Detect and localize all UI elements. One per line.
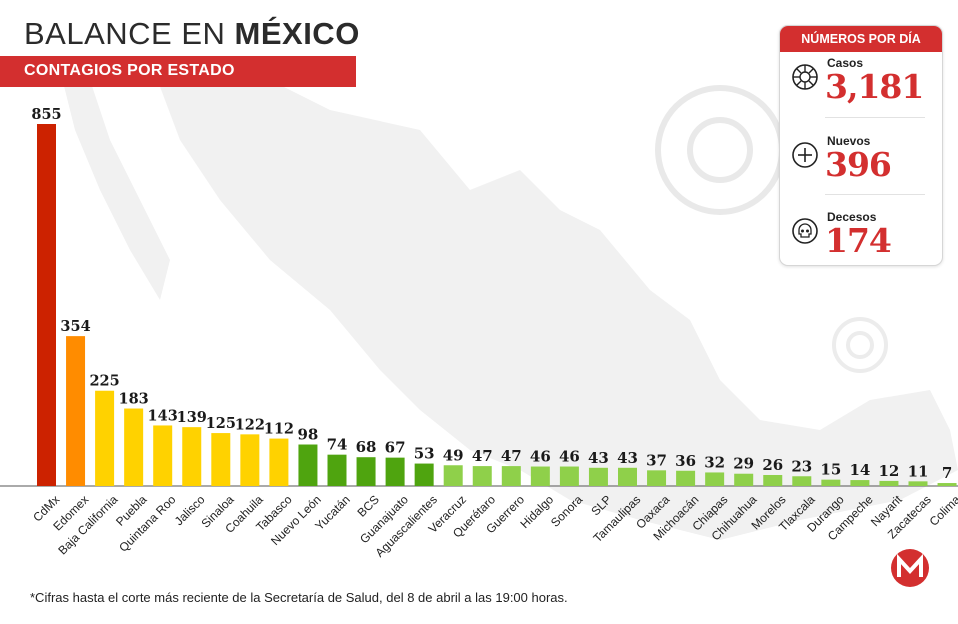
bar-4 — [124, 408, 144, 486]
bar-20 — [588, 467, 608, 486]
bar-28 — [821, 479, 841, 486]
stat-decesos: Decesos 174 — [780, 210, 942, 270]
bar-16 — [472, 466, 492, 486]
bar-26 — [763, 474, 783, 486]
bar-29 — [850, 480, 870, 486]
value-label: 122 — [235, 416, 265, 433]
value-label: 125 — [206, 415, 236, 432]
value-label: 53 — [414, 445, 435, 463]
value-label: 143 — [148, 407, 178, 424]
page-title: BALANCE EN MÉXICO — [24, 16, 360, 51]
bar-17 — [501, 466, 521, 486]
plus-icon — [792, 142, 818, 168]
bar-14 — [414, 463, 434, 486]
value-label: 29 — [733, 455, 754, 473]
value-label: 46 — [559, 448, 580, 466]
bar-3 — [95, 390, 115, 486]
stat-nuevos: Nuevos 396 — [780, 134, 942, 194]
value-label: 7 — [942, 464, 952, 482]
value-label: 14 — [849, 461, 870, 479]
nuevos-value: 396 — [825, 145, 892, 184]
bar-27 — [792, 476, 812, 486]
value-label: 855 — [31, 106, 61, 123]
decesos-value: 174 — [825, 221, 892, 260]
value-label: 43 — [588, 449, 609, 467]
value-label: 68 — [356, 438, 377, 456]
nuevos-label: Nuevos — [827, 134, 871, 148]
value-label: 43 — [617, 449, 638, 467]
value-label: 47 — [472, 447, 493, 465]
footnote: *Cifras hasta el corte más reciente de l… — [30, 590, 568, 605]
bar-18 — [530, 466, 550, 486]
value-label: 98 — [298, 426, 319, 444]
value-label: 26 — [762, 456, 783, 474]
daily-numbers-panel: NÚMEROS POR DÍA Casos 3,181 Nuevos 396 — [779, 25, 943, 266]
value-label: 46 — [530, 448, 551, 466]
virus-icon — [792, 64, 818, 90]
bar-12 — [356, 457, 376, 486]
subtitle-banner: CONTAGIOS POR ESTADO — [0, 56, 356, 87]
value-label: 49 — [443, 446, 464, 464]
bar-9 — [269, 438, 289, 486]
value-label: 225 — [89, 373, 119, 390]
bar-15 — [443, 465, 463, 486]
category-label: Hidalgo — [518, 492, 557, 531]
category-label: Sonora — [548, 492, 585, 529]
value-label: 354 — [60, 318, 90, 335]
value-label: 37 — [646, 451, 667, 469]
value-label: 32 — [704, 453, 725, 471]
value-label: 74 — [327, 436, 348, 454]
bar-2 — [66, 336, 86, 486]
bar-30 — [879, 480, 899, 486]
value-label: 23 — [791, 457, 812, 475]
bar-22 — [647, 470, 667, 486]
bar-6 — [182, 427, 202, 486]
value-label: 15 — [820, 461, 841, 479]
bar-31 — [908, 481, 928, 486]
value-label: 36 — [675, 452, 696, 470]
decesos-label: Decesos — [827, 210, 877, 224]
divider — [825, 117, 925, 118]
value-label: 47 — [501, 447, 522, 465]
bar-8 — [240, 434, 260, 486]
value-label: 67 — [385, 439, 406, 457]
bar-1 — [37, 124, 56, 486]
bar-23 — [676, 470, 696, 486]
casos-value: 3,181 — [825, 67, 924, 106]
casos-label: Casos — [827, 56, 864, 70]
skull-icon — [792, 218, 818, 244]
value-label: 112 — [264, 421, 294, 438]
bar-24 — [705, 472, 725, 486]
value-label: 139 — [177, 409, 207, 426]
bar-13 — [385, 457, 405, 486]
value-label: 183 — [119, 391, 149, 408]
chart-subtitle: CONTAGIOS POR ESTADO — [24, 62, 235, 79]
bar-21 — [618, 467, 637, 486]
value-label: 11 — [908, 462, 929, 480]
bar-32 — [937, 483, 957, 486]
value-label: 12 — [879, 462, 900, 480]
bar-10 — [298, 444, 318, 486]
bar-11 — [327, 454, 347, 486]
bar-19 — [559, 466, 579, 486]
bar-7 — [211, 433, 231, 486]
divider — [825, 194, 925, 195]
milenio-logo — [891, 549, 929, 587]
panel-title: NÚMEROS POR DÍA — [780, 26, 942, 52]
bar-25 — [734, 473, 754, 486]
category-label: Colima — [927, 492, 958, 529]
stat-casos: Casos 3,181 — [780, 56, 942, 116]
bar-5 — [153, 425, 173, 486]
